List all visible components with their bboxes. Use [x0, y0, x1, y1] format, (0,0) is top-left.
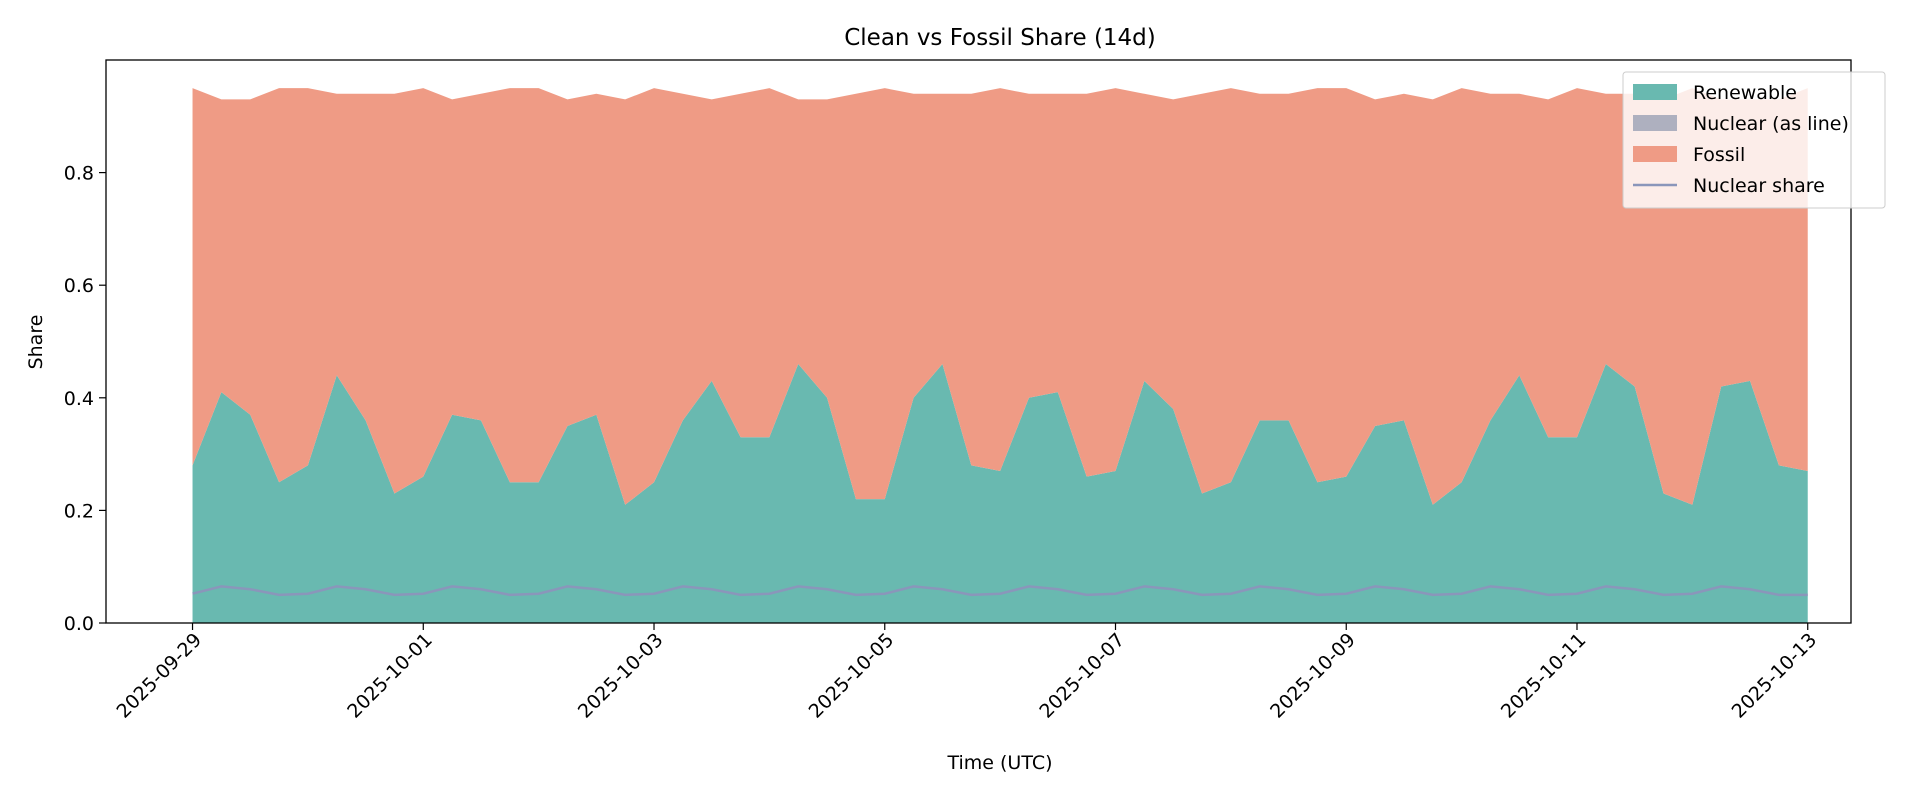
area-fossil	[192, 88, 1808, 505]
y-axis-label: Share	[25, 315, 47, 370]
y-axis: 0.0 0.2 0.4 0.6 0.8	[64, 163, 106, 635]
area-renewable	[192, 364, 1808, 623]
legend-swatch	[1633, 146, 1677, 162]
line-nuclear-share	[192, 585, 1808, 597]
y-tick-label: 0.6	[64, 275, 94, 297]
legend-label: Nuclear share	[1693, 175, 1825, 197]
legend-swatch	[1633, 115, 1677, 131]
y-tick-label: 0.8	[64, 163, 94, 185]
chart-title: Clean vs Fossil Share (14d)	[844, 25, 1156, 51]
legend-label: Nuclear (as line)	[1693, 113, 1849, 135]
plot-area	[192, 88, 1808, 623]
legend-box	[1622, 71, 1886, 209]
x-axis-label: Time (UTC)	[946, 752, 1052, 774]
legend-label: Renewable	[1693, 82, 1797, 104]
plot-frame	[105, 59, 1852, 624]
y-tick-label: 0.2	[64, 500, 94, 522]
y-tick-label: 0.0	[64, 613, 94, 635]
legend-swatch	[1633, 84, 1677, 100]
y-tick-label: 0.4	[64, 388, 94, 410]
legend: Renewable Nuclear (as line) Fossil Nuclear …	[1622, 71, 1886, 209]
legend-label: Fossil	[1693, 144, 1745, 166]
